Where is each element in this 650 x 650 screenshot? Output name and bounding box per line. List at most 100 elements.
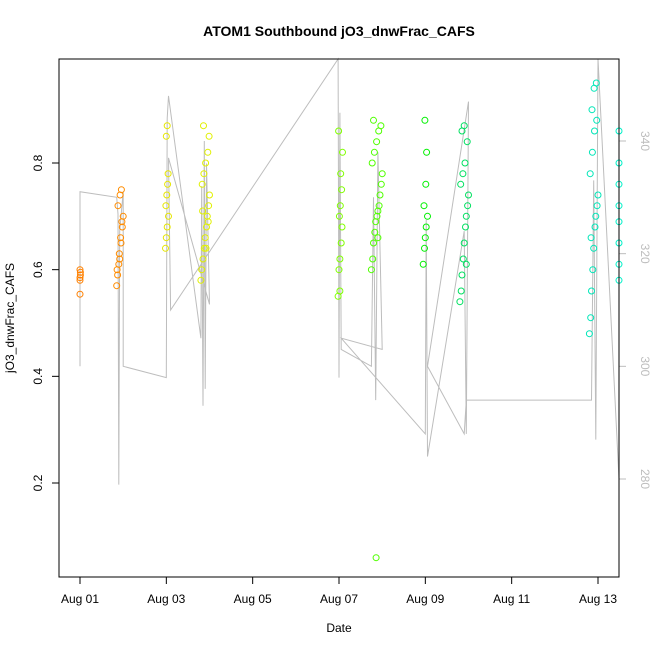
data-point <box>76 276 84 284</box>
data-point <box>593 116 601 124</box>
y-tick-label: 0.8 <box>31 154 45 171</box>
data-point <box>76 271 84 279</box>
data-point <box>594 191 602 199</box>
data-point <box>376 191 384 199</box>
y2-tick-label: 320 <box>638 244 650 264</box>
series-8 <box>585 79 602 338</box>
data-point <box>164 170 172 178</box>
x-tick-label: Aug 11 <box>493 592 530 606</box>
data-point <box>205 132 213 140</box>
data-point <box>592 212 600 220</box>
data-point <box>423 148 431 156</box>
data-point <box>367 266 375 274</box>
data-point <box>338 223 346 231</box>
data-point <box>593 202 601 210</box>
data-point <box>368 159 376 167</box>
data-point <box>202 244 210 252</box>
data-point <box>336 202 344 210</box>
data-point <box>76 274 84 282</box>
data-point <box>163 122 171 130</box>
secondary-line-layer <box>79 57 620 485</box>
data-point <box>162 234 170 242</box>
data-point <box>76 268 84 276</box>
data-point <box>339 148 346 156</box>
data-point <box>165 212 172 220</box>
y2-tick-label: 300 <box>638 356 650 376</box>
y-axis-label: jO3_dnwFrac_CAFS <box>3 263 17 374</box>
data-point <box>585 330 593 338</box>
series-0 <box>76 266 84 298</box>
data-point <box>204 218 212 226</box>
data-point <box>456 298 464 306</box>
x-tick-label: Aug 09 <box>406 592 444 606</box>
data-point <box>336 287 344 295</box>
data-point <box>422 180 430 188</box>
data-point <box>457 180 465 188</box>
data-point <box>116 255 124 263</box>
data-point <box>460 122 468 130</box>
data-point <box>115 250 123 258</box>
data-point <box>163 191 171 199</box>
data-point <box>370 116 377 124</box>
data-point <box>378 170 386 178</box>
data-point <box>113 282 121 290</box>
data-point <box>586 170 594 178</box>
data-point <box>465 191 472 199</box>
chart-title: ATOM1 Southbound jO3_dnwFrac_CAFS <box>203 23 475 39</box>
x-tick-label: Aug 03 <box>147 592 185 606</box>
data-point <box>372 554 380 562</box>
data-point <box>117 234 125 242</box>
x-tick-label: Aug 05 <box>234 592 272 606</box>
series-1 <box>113 186 127 290</box>
y-tick-label: 0.6 <box>31 261 45 278</box>
data-point <box>114 271 122 279</box>
data-point <box>460 239 468 247</box>
data-point <box>420 202 428 210</box>
data-point <box>422 223 430 231</box>
x-tick-label: Aug 01 <box>61 592 99 606</box>
data-point <box>162 202 170 210</box>
data-point <box>588 106 596 114</box>
data-point <box>370 148 378 156</box>
data-point <box>199 207 207 215</box>
data-point <box>459 255 467 263</box>
data-point <box>114 202 122 210</box>
y-tick-label: 0.2 <box>31 474 45 491</box>
data-point <box>464 202 472 210</box>
series-5 <box>367 116 386 562</box>
data-point <box>421 234 429 242</box>
data-point <box>162 132 170 140</box>
data-point <box>117 186 125 194</box>
data-point <box>76 290 84 298</box>
data-point <box>462 223 469 231</box>
data-point <box>591 127 598 135</box>
data-point <box>199 255 207 263</box>
data-point <box>198 180 206 188</box>
data-point <box>461 159 469 167</box>
data-point <box>590 244 598 252</box>
data-point <box>337 239 345 247</box>
data-point <box>200 122 207 130</box>
data-point <box>336 255 344 263</box>
data-point <box>424 212 431 220</box>
data-point <box>377 122 385 130</box>
data-point <box>371 228 379 236</box>
data-point <box>202 159 210 167</box>
data-point <box>204 148 212 156</box>
y2-tick-label: 340 <box>638 131 650 151</box>
data-point <box>76 266 84 274</box>
data-point <box>205 202 213 210</box>
data-point <box>373 212 381 220</box>
data-point <box>338 186 346 194</box>
data-point <box>164 180 172 188</box>
data-point <box>370 239 377 247</box>
data-point <box>113 266 121 274</box>
series-2 <box>162 122 172 252</box>
data-point <box>374 207 382 215</box>
data-point <box>587 234 595 242</box>
data-point <box>118 223 126 231</box>
data-point <box>421 244 428 252</box>
x-tick-label: Aug 07 <box>320 592 358 606</box>
data-point <box>457 287 465 295</box>
data-point <box>587 314 595 322</box>
